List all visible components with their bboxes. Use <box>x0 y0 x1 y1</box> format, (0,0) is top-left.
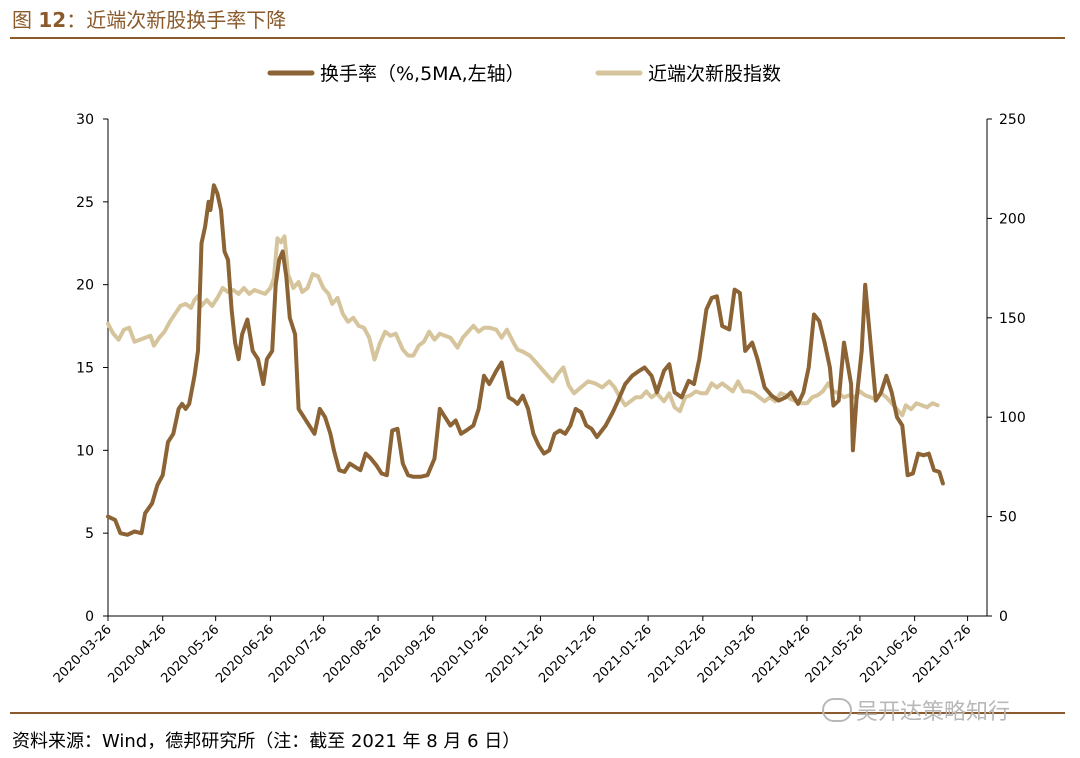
y-right-tick-label: 50 <box>999 510 1017 526</box>
series-lines <box>106 183 945 537</box>
legend: 换手率（%,5MA,左轴） 近端次新股指数 <box>267 63 781 85</box>
figure-title: 图 12：近端次新股换手率下降 <box>12 4 286 33</box>
y-left-tick-label: 5 <box>85 526 94 542</box>
chart: 换手率（%,5MA,左轴） 近端次新股指数 0 5 10 15 20 25 30 0 50 100 1… <box>51 63 1026 686</box>
watermark-text: 吴开达策略知行 <box>856 700 1011 725</box>
y-left-tick-label: 20 <box>76 278 94 294</box>
y-right-tick-label: 150 <box>999 311 1026 327</box>
series-line-2 <box>106 234 940 418</box>
y-right-tick-label: 200 <box>999 211 1026 227</box>
y-right-tick-label: 100 <box>999 410 1026 426</box>
figure-title-text: ：近端次新股换手率下降 <box>66 8 287 32</box>
bottom-rule <box>10 712 1065 714</box>
top-rule <box>10 37 1065 39</box>
y-left-tick-label: 10 <box>76 443 94 459</box>
axes: 0510152025300501001502002502020-03-26202… <box>51 112 1026 686</box>
y-right-tick-label: 250 <box>999 112 1026 128</box>
figure-title-prefix: 图 <box>12 8 32 32</box>
y-left-tick-label: 25 <box>76 195 94 211</box>
y-left-tick-label: 15 <box>76 361 94 377</box>
figure-number: 12 <box>38 8 67 32</box>
wechat-icon <box>822 698 852 722</box>
y-left-tick-label: 0 <box>85 609 94 625</box>
y-left-tick-label: 30 <box>76 112 94 128</box>
watermark: 吴开达策略知行 <box>822 694 1010 726</box>
legend-label-1: 换手率（%,5MA,左轴） <box>320 63 525 85</box>
source-note: 资料来源：Wind，德邦研究所（注：截至 2021 年 8 月 6 日） <box>12 731 521 752</box>
y-right-tick-label: 0 <box>999 609 1008 625</box>
legend-label-2: 近端次新股指数 <box>648 63 781 85</box>
series-line-1 <box>106 183 945 537</box>
